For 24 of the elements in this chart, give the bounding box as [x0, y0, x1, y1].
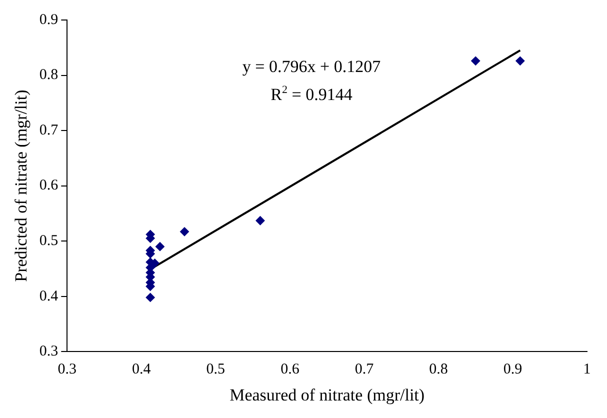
- x-tick-label: 0.6: [280, 362, 300, 378]
- y-tick-label: 0.9: [39, 12, 58, 28]
- y-tick-label: 0.4: [39, 288, 59, 304]
- y-tick-label: 0.5: [39, 233, 58, 250]
- point: [256, 216, 265, 226]
- x-tick-label: 0.4: [132, 362, 152, 378]
- annotation: y = 0.796x + 0.1207: [242, 57, 382, 76]
- x-tick-label: 0.8: [429, 362, 448, 378]
- x-tick-label: 1: [583, 362, 591, 378]
- x-axis-title: Measured of nitrate (mgr/lit): [230, 385, 425, 404]
- y-tick-label: 0.6: [39, 178, 59, 194]
- y-tick-label: 0.7: [39, 122, 59, 138]
- x-tick-label: 0.3: [58, 362, 77, 378]
- y-tick-label: 0.8: [39, 67, 58, 84]
- point: [180, 227, 189, 236]
- point: [146, 292, 155, 302]
- point: [471, 56, 480, 66]
- x-tick-label: 0.9: [503, 362, 522, 378]
- x-tick-label: 0.7: [354, 362, 374, 378]
- x-tick-label: 0.5: [206, 362, 226, 378]
- y-tick-label: 0.3: [39, 344, 58, 360]
- point: [155, 242, 164, 252]
- y-axis-title: Predicted of nitrate (mgr/lit): [12, 90, 31, 282]
- point: [516, 56, 525, 66]
